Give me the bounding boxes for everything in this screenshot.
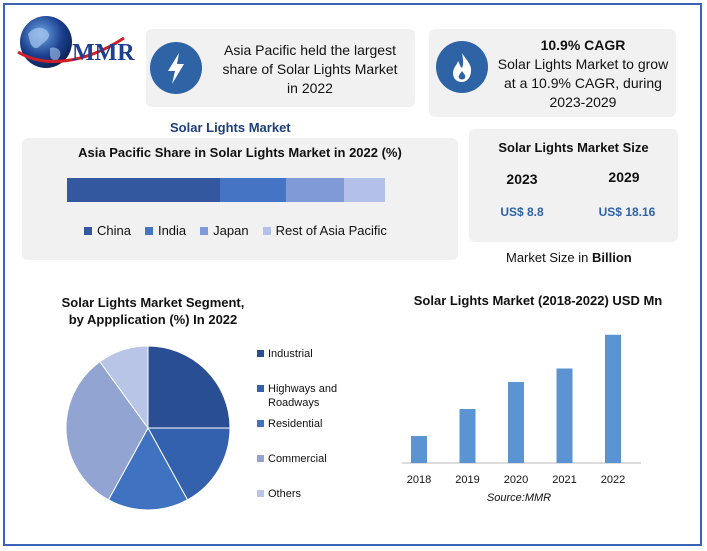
pie-slice-others	[99, 345, 149, 430]
svg-text:MMR: MMR	[72, 40, 135, 66]
legend-label: Japan	[213, 223, 249, 238]
source-note: Source:MMR	[487, 492, 551, 504]
stacked-bar	[67, 178, 385, 202]
callout-left-line-3: in 2022	[287, 80, 333, 96]
callout-right-line-1: Solar Lights Market to grow	[497, 56, 669, 72]
x-tick-label: 2019	[455, 474, 479, 486]
pie-legend-label: Highways and	[268, 383, 338, 395]
callout-asia-pacific: Asia Pacific held the largest share of S…	[146, 29, 415, 107]
lightning-icon	[168, 53, 184, 84]
stacked-segment-rest-of-asia-pacific	[343, 178, 385, 202]
stacked-segment-japan	[286, 178, 344, 202]
pie-legend-item-others: Others	[257, 487, 301, 501]
market-size-value-2029: US$ 18.16	[598, 205, 656, 219]
legend-swatch	[200, 226, 209, 235]
legend-item-china: China	[84, 223, 131, 238]
legend-label: India	[157, 223, 187, 238]
flame-icon-circle	[436, 41, 488, 93]
legend-swatch	[257, 490, 264, 497]
bar-2022	[605, 334, 621, 463]
callout-right-line-2: at a 10.9% CAGR, during	[504, 75, 662, 91]
market-size-note-prefix: Market Size in	[506, 250, 592, 265]
pie-legend-label: Others	[268, 488, 302, 500]
legend-swatch	[257, 455, 264, 462]
cagr-title: 10.9% CAGR	[540, 37, 626, 53]
pie-slice-residential	[107, 426, 189, 511]
legend-item-japan: Japan	[200, 223, 249, 238]
pie-legend-item-residential: Residential	[257, 417, 322, 431]
x-tick-label: 2021	[552, 474, 576, 486]
bar-2020	[508, 382, 524, 463]
legend-label: Rest of Asia Pacific	[275, 223, 387, 238]
mmr-logo: MMR	[17, 16, 135, 68]
market-size-title: Solar Lights Market Size	[498, 140, 649, 155]
pie-legend-label: Commercial	[268, 453, 327, 465]
market-size-year-2029: 2029	[608, 169, 640, 185]
market-size-note: Market Size in Billion	[506, 250, 632, 265]
legend-swatch	[257, 385, 264, 392]
pie-legend-item-highways-and-roadways: Highways and Roadways	[257, 382, 337, 410]
bar-2021	[556, 368, 573, 463]
pie-slice-commercial	[65, 360, 149, 501]
pie-legend-label: Industrial	[268, 348, 313, 360]
legend-label: China	[97, 223, 131, 238]
pie-legend-item-commercial: Commercial	[257, 452, 327, 466]
pie-title: Solar Lights Market Segment, by Appplica…	[58, 294, 248, 328]
stacked-bar-title: Asia Pacific Share in Solar Lights Marke…	[78, 145, 402, 160]
pie-title-line-2: by Appplication (%) In 2022	[68, 312, 238, 327]
bar-chart: 2018 2019 2020 2021 2022 Source:MMR	[402, 334, 641, 504]
market-size-value-2023: US$ 8.8	[500, 205, 544, 219]
legend-swatch	[257, 350, 264, 357]
legend-item-rest-of-asia-pacific: Rest of Asia Pacific	[262, 223, 387, 238]
bar-2019	[459, 409, 476, 463]
stacked-bar-legend: China India Japan Rest of Asia Pacific	[84, 223, 401, 238]
flame-icon	[453, 53, 472, 82]
bar-2018	[411, 436, 427, 463]
bar-chart-title: Solar Lights Market (2018-2022) USD Mn	[413, 293, 663, 308]
pie-legend-item-industrial: Industrial	[257, 347, 313, 361]
legend-swatch	[262, 226, 271, 235]
callout-right-line-3: 2023-2029	[549, 94, 617, 110]
pie-slice-highways-and-roadways	[147, 427, 231, 501]
infographic-frame	[3, 3, 702, 546]
callout-cagr: 10.9% CAGR Solar Lights Market to grow a…	[429, 29, 676, 117]
pie-title-line-1: Solar Lights Market Segment,	[61, 295, 245, 310]
x-tick-label: 2022	[601, 474, 625, 486]
market-size-note-unit: Billion	[591, 250, 632, 265]
callout-left-line-1: Asia Pacific held the largest	[224, 42, 396, 58]
pie-slice-industrial	[147, 345, 231, 429]
x-tick-label: 2018	[407, 474, 431, 486]
x-tick-label: 2020	[504, 474, 528, 486]
market-size-card: Solar Lights Market Size 2023 2029 US$ 8…	[469, 129, 678, 242]
legend-item-india: India	[144, 223, 187, 238]
market-size-year-2023: 2023	[506, 171, 538, 187]
legend-swatch	[84, 226, 92, 235]
pie-legend-label: Residential	[268, 418, 323, 430]
legend-swatch	[144, 226, 153, 235]
pie-chart	[65, 345, 231, 511]
lightning-icon-circle	[150, 42, 202, 94]
callout-left-line-2: share of Solar Lights Market	[222, 61, 398, 77]
asia-pacific-share-card: Asia Pacific Share in Solar Lights Marke…	[22, 138, 458, 260]
stacked-segment-china	[67, 178, 220, 202]
section-title: Solar Lights Market	[170, 120, 291, 135]
legend-swatch	[257, 420, 264, 427]
pie-legend-label: Roadways	[268, 397, 320, 409]
stacked-segment-india	[219, 178, 287, 202]
